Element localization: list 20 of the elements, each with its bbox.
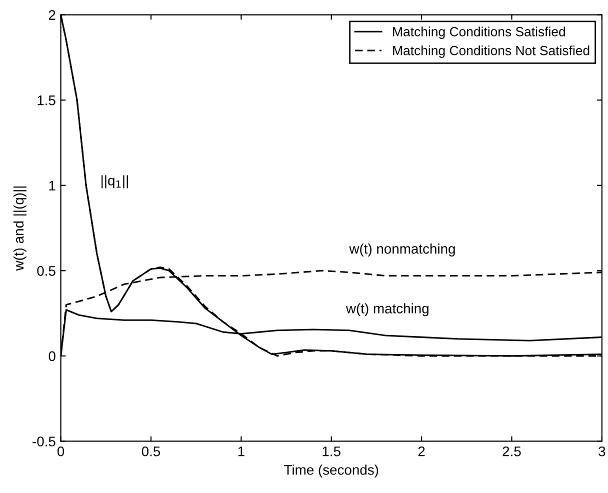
annotation: w(t) nonmatching [349, 244, 455, 256]
y-tick-label: 2 [48, 10, 56, 20]
y-tick-label: -0.5 [32, 436, 56, 446]
annotation: ||q$_{1}$|| [102, 175, 128, 188]
x-axis-title: Time (seconds) [284, 464, 378, 478]
legend-label: Matching Conditions Not Satisfied [393, 46, 590, 58]
y-tick-label: 0.5 [37, 266, 56, 276]
x-tick-label: 2 [418, 446, 425, 456]
x-tick-label: 1.5 [322, 446, 340, 456]
y-tick-label: 1.5 [38, 96, 56, 106]
y-tick-label: 1 [49, 180, 56, 190]
x-tick-label: 0.5 [142, 446, 160, 456]
x-tick-label: 1 [238, 446, 244, 456]
x-tick-label: 0 [57, 446, 64, 456]
x-tick-label: 3 [598, 446, 606, 456]
legend-label: Matching Conditions Satisfied [393, 26, 566, 39]
x-tick-label: 2.5 [502, 446, 521, 456]
y-tick-label: 0 [48, 351, 56, 362]
annotation: w(t) matching [346, 303, 428, 316]
y-axis-title: w(t) and ||(q)|| [13, 186, 26, 271]
